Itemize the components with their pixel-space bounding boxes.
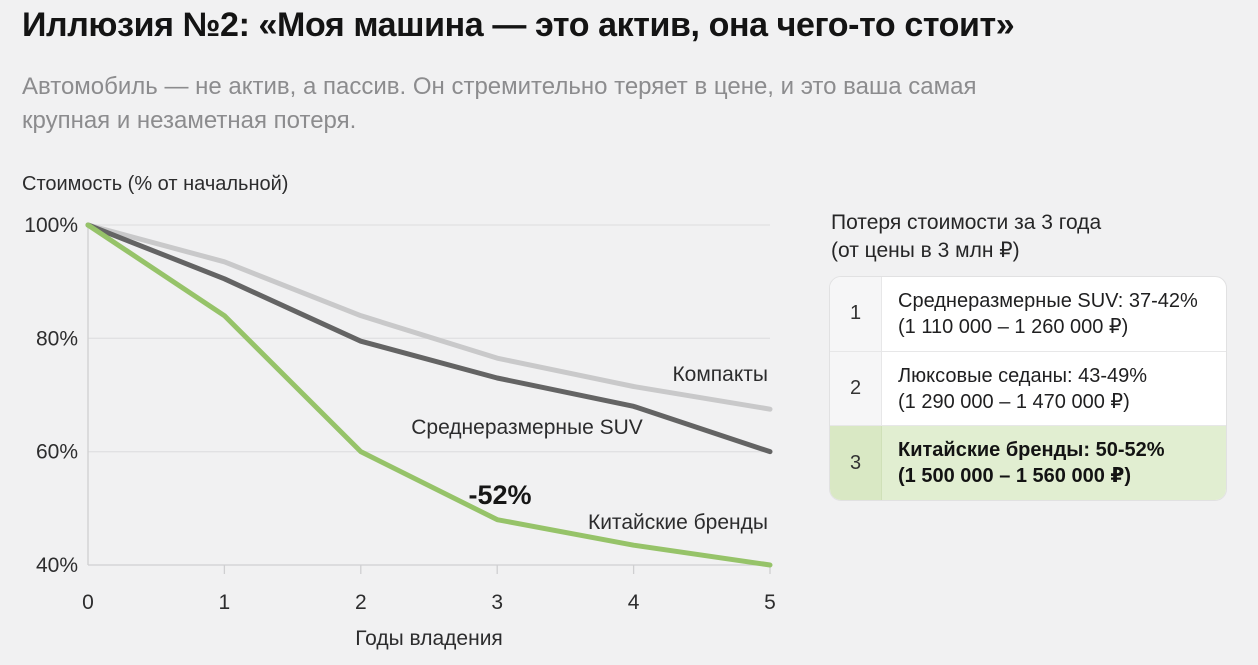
page-subtitle: Автомобиль — не актив, а пассив. Он стре… bbox=[22, 70, 1252, 138]
minus-52-percent-annotation: -52% bbox=[468, 480, 531, 510]
row-number: 1 bbox=[830, 277, 882, 351]
row-text-line-2: (1 290 000 – 1 470 000 ₽) bbox=[898, 390, 1130, 413]
x-tick-label-3: 3 bbox=[491, 591, 503, 614]
depreciation-line-chart: 100% 80% 60% 40% 0 1 2 3 4 5 Компакты Ср… bbox=[24, 214, 776, 650]
x-tick-label-4: 4 bbox=[628, 591, 640, 614]
chart-series bbox=[85, 222, 773, 568]
x-tick-label-5: 5 bbox=[764, 591, 776, 614]
table-row: 2 Люксовые седаны: 43-49% (1 290 000 – 1… bbox=[830, 351, 1226, 427]
y-tick-label-80: 80% bbox=[36, 327, 78, 350]
row-text-line-1: Среднеразмерные SUV: 37-42% bbox=[898, 289, 1198, 312]
chart-gridlines bbox=[87, 224, 771, 574]
page-title: Иллюзия №2: «Моя машина — это актив, она… bbox=[22, 6, 1015, 44]
row-content: Китайские бренды: 50-52% (1 500 000 – 1 … bbox=[882, 426, 1226, 500]
row-number: 3 bbox=[830, 426, 882, 500]
row-text-line-2: (1 500 000 – 1 560 000 ₽) bbox=[898, 465, 1131, 488]
chart-y-axis-title: Стоимость (% от начальной) bbox=[22, 173, 289, 195]
x-axis-title: Годы владения bbox=[355, 627, 503, 650]
x-tick-label-2: 2 bbox=[355, 591, 367, 614]
panel-heading: Потеря стоимости за 3 года (от цены в 3 … bbox=[831, 209, 1241, 265]
page-subtitle-line-2: крупная и незаметная потеря. bbox=[22, 107, 357, 134]
suv-line bbox=[85, 222, 773, 455]
chart-inline-labels: Компакты Среднеразмерные SUV Китайские б… bbox=[355, 363, 768, 650]
y-tick-label-100: 100% bbox=[24, 214, 78, 237]
y-tick-label-40: 40% bbox=[36, 554, 78, 577]
table-row: 1 Среднеразмерные SUV: 37-42% (1 110 000… bbox=[830, 277, 1226, 352]
panel-heading-line-1: Потеря стоимости за 3 года bbox=[831, 211, 1102, 234]
row-number: 2 bbox=[830, 351, 882, 426]
chinese-brands-line bbox=[85, 222, 773, 568]
x-tick-label-0: 0 bbox=[82, 591, 94, 614]
chart-tick-labels: 100% 80% 60% 40% 0 1 2 3 4 5 bbox=[24, 214, 776, 614]
suv-series-label: Среднеразмерные SUV bbox=[411, 416, 643, 439]
chinese-brands-series-label: Китайские бренды bbox=[588, 511, 768, 534]
row-content: Люксовые седаны: 43-49% (1 290 000 – 1 4… bbox=[882, 352, 1226, 426]
x-tick-label-1: 1 bbox=[219, 591, 231, 614]
compacts-series-label: Компакты bbox=[672, 363, 768, 386]
table-row-highlighted: 3 Китайские бренды: 50-52% (1 500 000 – … bbox=[830, 426, 1226, 500]
compacts-line bbox=[85, 222, 773, 412]
depreciation-table: 1 Среднеразмерные SUV: 37-42% (1 110 000… bbox=[829, 276, 1227, 501]
panel-heading-line-2: (от цены в 3 млн ₽) bbox=[831, 239, 1020, 262]
row-text-line-1: Китайские бренды: 50-52% bbox=[898, 439, 1165, 462]
page-subtitle-line-1: Автомобиль — не актив, а пассив. Он стре… bbox=[22, 73, 977, 100]
row-content: Среднеразмерные SUV: 37-42% (1 110 000 –… bbox=[882, 277, 1226, 351]
y-tick-label-60: 60% bbox=[36, 441, 78, 464]
row-text-line-1: Люксовые седаны: 43-49% bbox=[898, 364, 1148, 387]
row-text-line-2: (1 110 000 – 1 260 000 ₽) bbox=[898, 315, 1129, 338]
